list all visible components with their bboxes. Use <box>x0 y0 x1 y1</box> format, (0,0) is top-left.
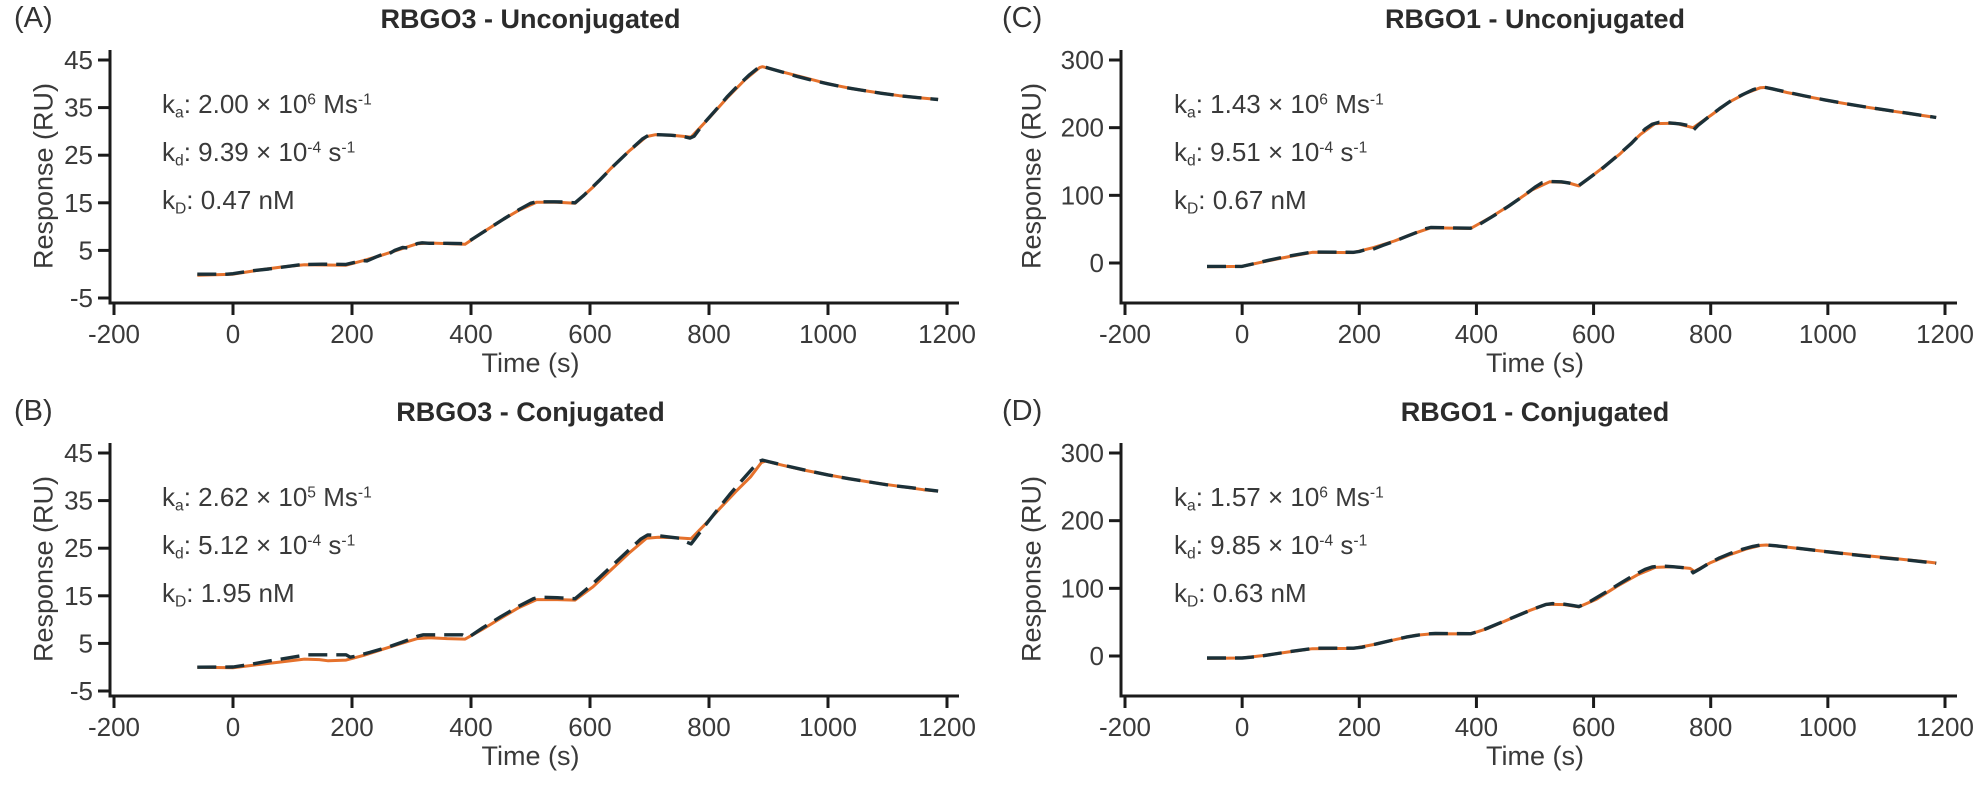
svg-text:600: 600 <box>1572 319 1615 349</box>
sensorgram-chart-a: -200 0 200 400 600 800 1000 1200 45 35 25 15 5 -5 <box>64 45 976 349</box>
svg-text:0: 0 <box>226 712 240 742</box>
svg-text:5: 5 <box>79 628 93 658</box>
kinetics-line: kd: 5.12 × 10-4 s-1 <box>162 530 356 563</box>
svg-text:800: 800 <box>687 712 730 742</box>
kinetics-line: kD: 0.67 nM <box>1174 185 1307 218</box>
panel-title-d: RBGO1 - Conjugated <box>1400 397 1670 427</box>
svg-text:0: 0 <box>1235 319 1249 349</box>
svg-text:-200: -200 <box>88 319 140 349</box>
svg-text:0: 0 <box>1090 641 1104 671</box>
svg-text:-5: -5 <box>70 283 93 313</box>
kinetics-line: kD: 0.47 nM <box>162 185 295 218</box>
y-axis-label-d: Response (RU) <box>1016 475 1047 663</box>
svg-text:25: 25 <box>64 140 93 170</box>
panel-title-a: RBGO3 - Unconjugated <box>380 4 681 34</box>
kinetics-line: kd: 9.85 × 10-4 s-1 <box>1174 530 1368 563</box>
svg-text:1200: 1200 <box>1916 319 1974 349</box>
svg-text:45: 45 <box>64 45 93 75</box>
panel-letter-a: (A) <box>14 2 53 34</box>
svg-text:400: 400 <box>449 712 492 742</box>
svg-text:-5: -5 <box>70 676 93 706</box>
svg-text:1000: 1000 <box>1799 712 1857 742</box>
y-axis-label-c: Response (RU) <box>1016 82 1047 270</box>
kinetics-line: kd: 9.39 × 10-4 s-1 <box>162 137 356 170</box>
svg-text:35: 35 <box>64 93 93 123</box>
svg-text:15: 15 <box>64 188 93 218</box>
svg-text:200: 200 <box>330 712 373 742</box>
svg-text:1000: 1000 <box>799 712 857 742</box>
svg-text:300: 300 <box>1061 438 1104 468</box>
kinetics-line: ka: 1.43 × 106 Ms-1 <box>1174 89 1384 122</box>
svg-text:35: 35 <box>64 486 93 516</box>
sensorgram-chart-b: -200 0 200 400 600 800 1000 1200 45 35 25 15 5 -5 <box>64 438 976 742</box>
kinetics-annotation-c: ka: 1.43 × 106 Ms-1 kd: 9.51 × 10-4 s-1 kD… <box>1174 80 1384 224</box>
svg-text:1200: 1200 <box>918 319 976 349</box>
svg-text:400: 400 <box>1455 712 1498 742</box>
y-axis-label-b: Response (RU) <box>28 475 59 663</box>
kinetics-annotation-b: ka: 2.62 × 105 Ms-1 kd: 5.12 × 10-4 s-1 kD… <box>162 473 372 617</box>
svg-text:800: 800 <box>687 319 730 349</box>
x-axis-label-d: Time (s) <box>1486 741 1584 771</box>
kinetics-line: kD: 1.95 nM <box>162 578 295 611</box>
y-axis-label-a: Response (RU) <box>28 82 59 270</box>
svg-text:600: 600 <box>568 712 611 742</box>
x-axis-label-c: Time (s) <box>1486 348 1584 378</box>
kinetics-line: kD: 0.63 nM <box>1174 578 1307 611</box>
kinetics-line: ka: 2.00 × 106 Ms-1 <box>162 89 372 122</box>
kinetics-annotation-a: ka: 2.00 × 106 Ms-1 kd: 9.39 × 10-4 s-1 kD… <box>162 80 372 224</box>
x-axis-label-a: Time (s) <box>481 348 580 378</box>
panel-b: -200 0 200 400 600 800 1000 1200 45 35 25 15 5 -5 (B)… <box>0 393 988 786</box>
svg-text:0: 0 <box>226 319 240 349</box>
kinetics-annotation-d: ka: 1.57 × 106 Ms-1 kd: 9.85 × 10-4 s-1 kD… <box>1174 473 1384 617</box>
svg-text:100: 100 <box>1061 573 1104 603</box>
panel-c: -200 0 200 400 600 800 1000 1200 300 200 100 0 (C) … <box>988 0 1976 393</box>
kinetics-line: ka: 2.62 × 105 Ms-1 <box>162 482 372 515</box>
svg-text:400: 400 <box>449 319 492 349</box>
panel-letter-c: (C) <box>1002 2 1043 34</box>
svg-text:-200: -200 <box>1099 319 1151 349</box>
svg-text:200: 200 <box>1338 319 1381 349</box>
panel-letter-b: (B) <box>14 395 53 427</box>
svg-text:100: 100 <box>1061 180 1104 210</box>
panel-letter-d: (D) <box>1002 395 1043 427</box>
svg-text:200: 200 <box>330 319 373 349</box>
svg-text:200: 200 <box>1061 506 1104 536</box>
panel-title-b: RBGO3 - Conjugated <box>396 397 665 427</box>
svg-text:600: 600 <box>568 319 611 349</box>
panel-title-c: RBGO1 - Unconjugated <box>1384 4 1685 34</box>
panel-d: -200 0 200 400 600 800 1000 1200 300 200 100 0 (D) … <box>988 393 1976 786</box>
svg-text:1000: 1000 <box>1799 319 1857 349</box>
svg-text:1000: 1000 <box>799 319 857 349</box>
svg-text:200: 200 <box>1061 113 1104 143</box>
svg-text:45: 45 <box>64 438 93 468</box>
svg-text:600: 600 <box>1572 712 1615 742</box>
x-axis-label-b: Time (s) <box>481 741 580 771</box>
panel-a: -200 0 200 400 600 800 1000 1200 45 35 25 15 5 -5 (A)… <box>0 0 988 393</box>
svg-text:300: 300 <box>1061 45 1104 75</box>
svg-text:25: 25 <box>64 533 93 563</box>
svg-text:-200: -200 <box>1099 712 1151 742</box>
svg-text:5: 5 <box>79 235 93 265</box>
svg-text:15: 15 <box>64 581 93 611</box>
svg-text:800: 800 <box>1689 319 1732 349</box>
kinetics-line: ka: 1.57 × 106 Ms-1 <box>1174 482 1384 515</box>
svg-text:800: 800 <box>1689 712 1732 742</box>
svg-text:400: 400 <box>1455 319 1498 349</box>
svg-text:1200: 1200 <box>918 712 976 742</box>
svg-text:200: 200 <box>1338 712 1381 742</box>
kinetics-line: kd: 9.51 × 10-4 s-1 <box>1174 137 1368 170</box>
svg-text:0: 0 <box>1235 712 1249 742</box>
svg-text:1200: 1200 <box>1916 712 1974 742</box>
svg-text:0: 0 <box>1090 248 1104 278</box>
svg-text:-200: -200 <box>88 712 140 742</box>
